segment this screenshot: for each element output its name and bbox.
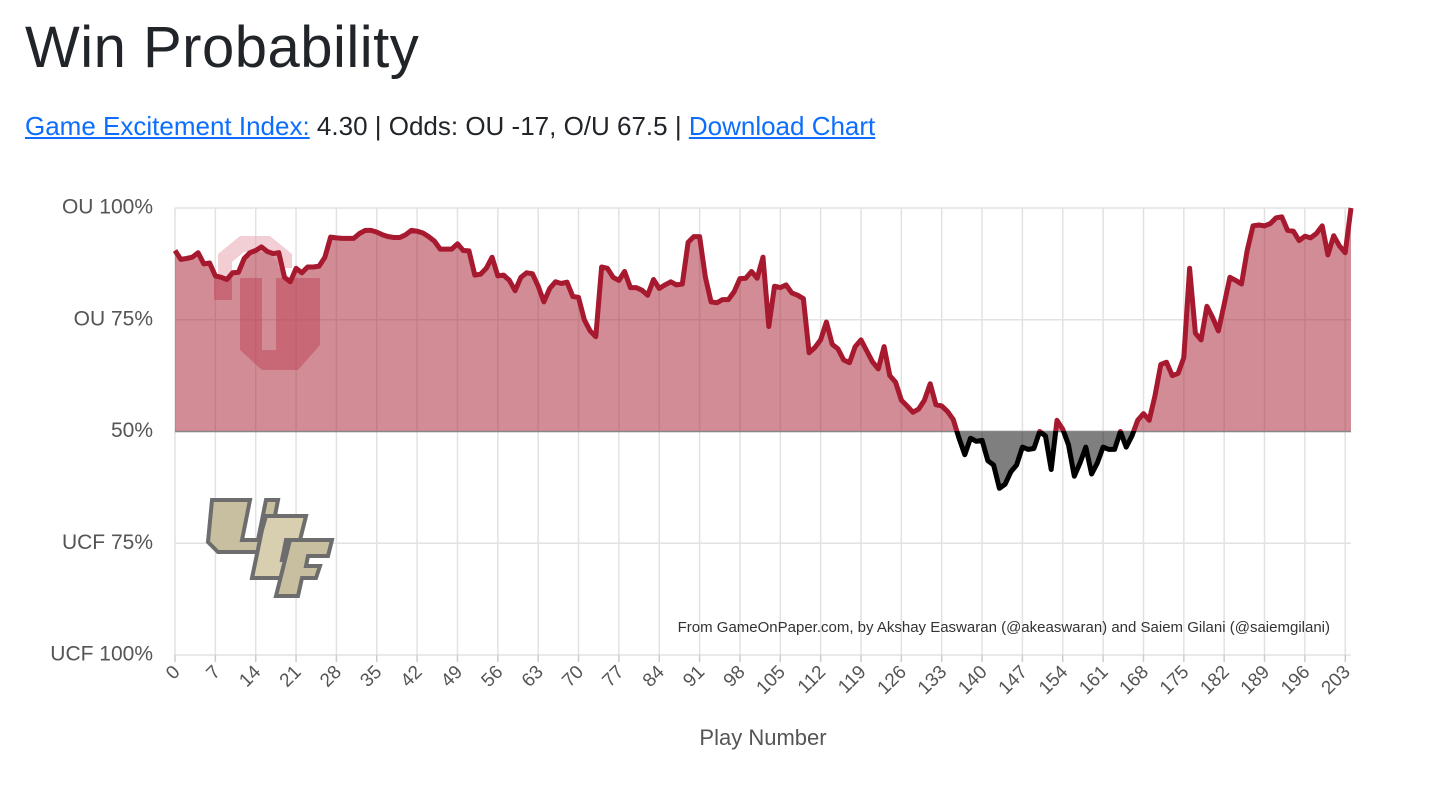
stats-text: 4.30 | Odds: OU -17, O/U 67.5 | xyxy=(316,111,682,141)
header: Win Probability Game Excitement Index: 4… xyxy=(25,14,875,142)
x-tick-label: 112 xyxy=(794,662,830,698)
page-title: Win Probability xyxy=(25,15,420,80)
x-tick-label: 203 xyxy=(1318,662,1355,699)
x-tick-label: 14 xyxy=(235,661,265,691)
win-line xyxy=(172,207,1354,431)
x-tick-label: 175 xyxy=(1156,662,1193,699)
x-tick-label: 140 xyxy=(954,662,991,699)
x-tick-label: 91 xyxy=(679,662,709,692)
x-tick-label: 98 xyxy=(720,662,750,692)
download-link[interactable]: Download Chart xyxy=(688,111,876,141)
x-tick-label: 119 xyxy=(834,662,870,698)
x-tick-label: 49 xyxy=(437,662,467,692)
gei-link[interactable]: Game Excitement Index: xyxy=(25,111,310,141)
ou-logo-u xyxy=(214,278,320,370)
x-tick-label: 77 xyxy=(599,662,629,692)
x-tick-label: 196 xyxy=(1277,662,1314,699)
attribution: From GameOnPaper.com, by Akshay Easwaran… xyxy=(678,619,1330,636)
y-tick-label: OU 75% xyxy=(74,307,153,330)
x-tick-label: 42 xyxy=(397,662,427,692)
x-tick-label: 133 xyxy=(914,662,951,699)
area-group xyxy=(175,208,1351,489)
x-tick-label: 182 xyxy=(1196,662,1233,699)
ucf-logo-f xyxy=(273,538,335,598)
ucf-logo xyxy=(205,498,335,598)
y-tick-label: UCF 75% xyxy=(62,531,153,554)
x-tick-label: 126 xyxy=(874,662,911,699)
x-tick-label: 84 xyxy=(639,661,669,691)
line-group xyxy=(172,207,1354,488)
x-tick-label: 70 xyxy=(558,662,588,692)
x-tick-label: 168 xyxy=(1116,662,1153,699)
x-axis-label: Play Number xyxy=(699,725,826,750)
x-tick-label: 147 xyxy=(995,662,1032,699)
y-tick-label: UCF 100% xyxy=(50,643,153,666)
y-tick-label: OU 100% xyxy=(62,196,153,219)
win-area xyxy=(175,208,1351,431)
x-tick-label: 161 xyxy=(1075,662,1112,699)
info-line: Game Excitement Index: 4.30 | Odds: OU -… xyxy=(25,110,875,142)
x-tick-label: 56 xyxy=(478,662,508,692)
y-tick-label: 50% xyxy=(111,419,153,442)
area-above xyxy=(175,208,1351,431)
x-tick-label: 189 xyxy=(1237,662,1274,699)
x-tick-label: 63 xyxy=(518,662,548,692)
x-tick-label: 35 xyxy=(357,662,387,692)
x-tick-label: 105 xyxy=(753,662,790,699)
x-tick-label: 154 xyxy=(1035,661,1073,699)
x-tick-label: 21 xyxy=(276,662,306,692)
x-tick-label: 7 xyxy=(203,662,225,684)
line-above xyxy=(172,207,1354,431)
x-tick-label: 28 xyxy=(316,662,346,692)
x-tick-label: 0 xyxy=(162,662,184,684)
